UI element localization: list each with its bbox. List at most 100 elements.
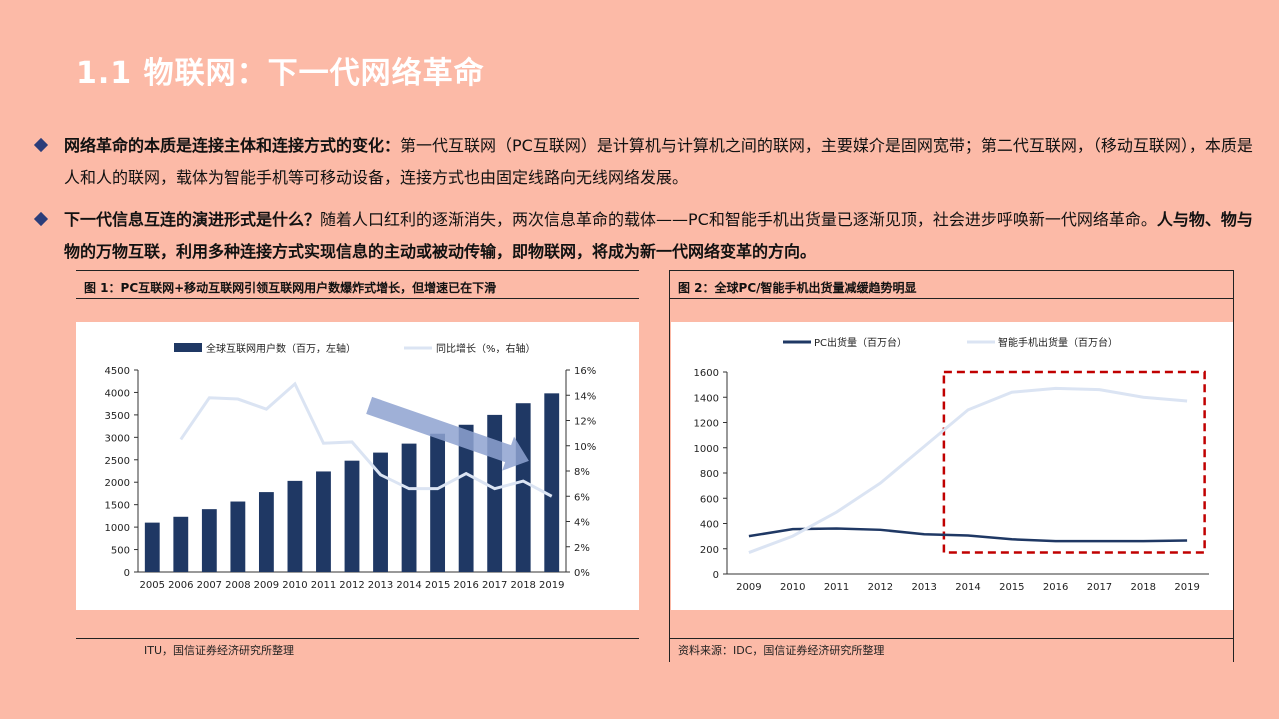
legend-swatch-users xyxy=(174,343,202,352)
figure-2-right-rule xyxy=(1233,270,1234,662)
figure-2-title: 图 2：全球PC/智能手机出货量减缓趋势明显 xyxy=(678,281,917,295)
figure-2-top-rule xyxy=(669,270,1234,271)
left-axis-tick-label: 3000 xyxy=(105,433,130,444)
left-axis-tick-label: 1500 xyxy=(105,501,130,512)
smartphone-shipments-line xyxy=(748,386,1188,554)
legend-label-growth: 同比增长（%，右轴） xyxy=(436,342,536,355)
figure-2-title-rule xyxy=(669,298,1234,299)
bullet-lead: 下一代信息互连的演进形式是什么？ xyxy=(64,210,321,229)
x-axis-tick-label: 2014 xyxy=(955,582,980,593)
left-axis-tick-label: 2500 xyxy=(105,456,130,467)
right-axis-tick-label: 14% xyxy=(574,391,596,402)
growth-line xyxy=(179,381,553,498)
figure-1-source: ITU，国信证券经济研究所整理 xyxy=(144,644,295,657)
y-axis-tick-label: 1600 xyxy=(694,368,719,379)
x-axis-tick-label: 2012 xyxy=(868,582,893,593)
y-axis-tick-label: 200 xyxy=(700,545,719,556)
y-axis-tick-label: 0 xyxy=(713,570,719,581)
bar xyxy=(316,471,331,572)
figure-1-title-rule xyxy=(76,298,639,299)
bullet-list: 网络革命的本质是连接主体和连接方式的变化：第一代互联网（PC互联网）是计算机与计… xyxy=(33,130,1256,278)
x-axis-tick-label: 2016 xyxy=(453,580,478,591)
bar xyxy=(544,393,560,572)
x-axis-tick-label: 2019 xyxy=(539,580,564,591)
y-axis-tick-label: 800 xyxy=(700,469,719,480)
right-axis-tick-label: 16% xyxy=(574,366,596,377)
right-axis-tick-label: 0% xyxy=(574,568,590,579)
figure-2-source: 资料来源：IDC，国信证券经济研究所整理 xyxy=(678,644,885,657)
x-axis-tick-label: 2012 xyxy=(339,580,364,591)
bullet-item: 下一代信息互连的演进形式是什么？随着人口红利的逐渐消失，两次信息革命的载体——P… xyxy=(33,204,1256,268)
x-axis-tick-label: 2006 xyxy=(168,580,193,591)
bullet-text: 第一代互联网（PC互联网）是计算机与计算机之间的联网，主要媒介是固网宽带；第二代… xyxy=(64,136,1253,187)
diamond-bullet-icon xyxy=(33,137,49,153)
x-axis-tick-label: 2015 xyxy=(999,582,1024,593)
x-axis-tick-label: 2017 xyxy=(482,580,507,591)
bullet-lead: 网络革命的本质是连接主体和连接方式的变化： xyxy=(64,136,401,155)
y-axis-tick-label: 1200 xyxy=(694,419,719,430)
left-axis-tick-label: 500 xyxy=(111,546,130,557)
bullet-conclusion: 人与物、物与物的万物互联，利用多种连接方式实现信息的主动或被动传输，即物联网，将… xyxy=(64,210,1253,261)
bar xyxy=(201,509,217,572)
x-axis-tick-label: 2015 xyxy=(425,580,450,591)
x-axis-tick-label: 2011 xyxy=(824,582,849,593)
y-axis-tick-label: 1000 xyxy=(694,444,719,455)
trend-arrow-icon xyxy=(366,396,529,471)
bar xyxy=(401,443,417,572)
left-axis-tick-label: 2000 xyxy=(105,478,130,489)
x-axis-tick-label: 2017 xyxy=(1087,582,1112,593)
x-axis-tick-label: 2009 xyxy=(736,582,761,593)
figure-1-top-rule xyxy=(76,270,639,271)
y-axis-tick-label: 600 xyxy=(700,494,719,505)
right-axis-tick-label: 6% xyxy=(574,492,590,503)
legend-label-users: 全球互联网用户数（百万，左轴） xyxy=(206,342,356,355)
right-axis-tick-label: 8% xyxy=(574,467,590,478)
x-axis-tick-label: 2013 xyxy=(911,582,936,593)
right-axis-tick-label: 4% xyxy=(574,518,590,529)
left-axis-tick-label: 3500 xyxy=(105,411,130,422)
figure-2-chart: 0 200 400 600 800 1000 1200 1400 1600 2009 2010 201… xyxy=(694,336,1209,593)
left-axis-tick-label: 0 xyxy=(124,568,130,579)
figure-2-bottom-rule xyxy=(669,638,1234,639)
bar xyxy=(287,480,303,572)
figure-1-title: 图 1：PC互联网+移动互联网引领互联网用户数爆炸式增长，但增速已在下滑 xyxy=(84,281,497,295)
right-axis-tick-label: 10% xyxy=(574,442,596,453)
bar xyxy=(144,522,160,572)
x-axis-tick-label: 2016 xyxy=(1043,582,1068,593)
bar xyxy=(173,516,189,572)
x-axis-tick-label: 2014 xyxy=(396,580,421,591)
x-axis-tick-label: 2019 xyxy=(1174,582,1199,593)
bar xyxy=(373,452,388,572)
bar xyxy=(230,501,246,572)
x-axis-tick-label: 2010 xyxy=(780,582,805,593)
left-axis-tick-label: 4500 xyxy=(105,366,130,377)
x-axis-tick-label: 2010 xyxy=(282,580,307,591)
figure-1-chart-area: 0 500 1000 1500 2000 2500 3000 3500 4000 4500 0% 2%… xyxy=(76,322,639,610)
left-axis-tick-label: 4000 xyxy=(105,388,130,399)
figure-2-left-rule xyxy=(669,270,670,662)
x-axis-tick-label: 2013 xyxy=(368,580,393,591)
bar xyxy=(430,433,446,572)
right-axis-tick-label: 12% xyxy=(574,417,596,428)
x-axis-tick-label: 2005 xyxy=(140,580,165,591)
x-axis-tick-label: 2009 xyxy=(254,580,279,591)
pc-shipments-line xyxy=(748,527,1188,543)
bar xyxy=(515,403,531,572)
x-axis-tick-label: 2007 xyxy=(197,580,222,591)
figure-1-chart: 0 500 1000 1500 2000 2500 3000 3500 4000 4500 0% 2%… xyxy=(105,342,597,591)
figure-1-bottom-rule xyxy=(76,638,639,639)
bar xyxy=(258,492,274,572)
y-axis-tick-label: 400 xyxy=(700,520,719,531)
x-axis-tick-label: 2008 xyxy=(225,580,250,591)
bar xyxy=(458,424,474,572)
left-axis-tick-label: 1000 xyxy=(105,523,130,534)
legend-label-pc: PC出货量（百万台） xyxy=(814,336,907,349)
figure-2-chart-area: 0 200 400 600 800 1000 1200 1400 1600 2009 2010 201… xyxy=(671,322,1233,610)
bullet-item: 网络革命的本质是连接主体和连接方式的变化：第一代互联网（PC互联网）是计算机与计… xyxy=(33,130,1256,194)
diamond-bullet-icon xyxy=(33,211,49,227)
page-title: 1.1 物联网：下一代网络革命 xyxy=(76,56,485,91)
y-axis-tick-label: 1400 xyxy=(694,393,719,404)
bar xyxy=(344,460,360,572)
x-axis-tick-label: 2011 xyxy=(311,580,336,591)
bullet-text: 随着人口红利的逐渐消失，两次信息革命的载体——PC和智能手机出货量已逐渐见顶，社… xyxy=(320,210,1157,229)
